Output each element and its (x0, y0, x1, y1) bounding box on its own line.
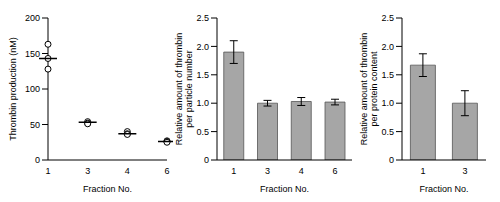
svg-text:1: 1 (45, 166, 50, 176)
svg-text:Fraction No.: Fraction No. (419, 184, 468, 194)
svg-text:2.0: 2.0 (196, 42, 209, 52)
svg-text:0: 0 (389, 155, 394, 165)
svg-text:6: 6 (333, 166, 338, 176)
svg-text:1: 1 (231, 166, 236, 176)
svg-text:1.0: 1.0 (381, 98, 394, 108)
svg-text:1.5: 1.5 (381, 70, 394, 80)
svg-text:2.5: 2.5 (196, 13, 209, 23)
svg-text:1.0: 1.0 (196, 98, 209, 108)
svg-text:3: 3 (462, 166, 467, 176)
svg-text:100: 100 (25, 84, 40, 94)
svg-text:0.5: 0.5 (381, 127, 394, 137)
svg-text:150: 150 (25, 49, 40, 59)
svg-text:2.0: 2.0 (381, 42, 394, 52)
svg-text:Fraction No.: Fraction No. (260, 184, 309, 194)
svg-text:4: 4 (299, 166, 304, 176)
svg-text:Relative amount of thrombinper: Relative amount of thrombinper protein c… (359, 33, 379, 146)
svg-text:Thrombin production (nM): Thrombin production (nM) (8, 37, 18, 141)
svg-text:Relative amount of thrombinper: Relative amount of thrombinper particle … (174, 33, 194, 146)
svg-text:6: 6 (164, 166, 169, 176)
svg-text:2.5: 2.5 (381, 13, 394, 23)
svg-text:3: 3 (265, 166, 270, 176)
svg-text:200: 200 (25, 13, 40, 23)
svg-text:50: 50 (30, 120, 40, 130)
svg-text:0: 0 (35, 155, 40, 165)
svg-text:1: 1 (420, 166, 425, 176)
svg-text:4: 4 (125, 166, 130, 176)
svg-text:1.5: 1.5 (196, 70, 209, 80)
svg-text:0: 0 (204, 155, 209, 165)
svg-text:Fraction No.: Fraction No. (83, 184, 132, 194)
svg-text:0.5: 0.5 (196, 127, 209, 137)
svg-text:3: 3 (85, 166, 90, 176)
